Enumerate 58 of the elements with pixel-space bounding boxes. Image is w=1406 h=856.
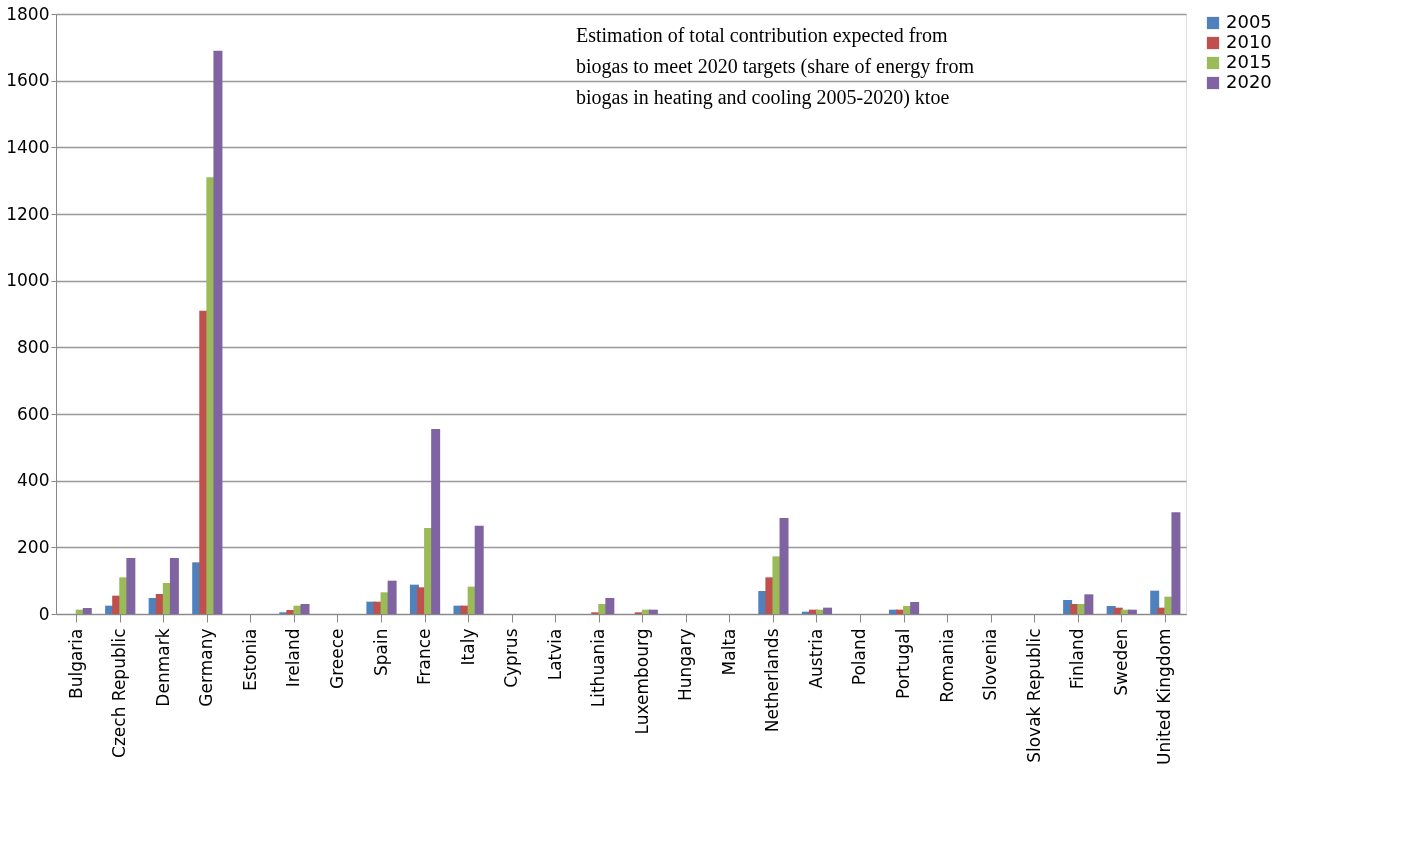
x-tick-label: Ireland [283,628,304,688]
x-tick-label: United Kingdom [1154,628,1175,765]
x-tick-label: Finland [1067,628,1088,690]
x-tick-label: Czech Republic [109,628,130,758]
x-tick-label: Germany [196,628,217,707]
bar [169,558,179,614]
bar [823,607,833,614]
bar [300,604,310,614]
x-tick-label: Denmark [152,628,173,707]
bar [213,50,223,614]
legend-label: 2005 [1226,11,1272,32]
y-tick-label: 800 [17,336,50,357]
x-tick-label: Slovenia [980,628,1001,701]
y-tick-label: 1400 [6,136,50,157]
legend-label: 2020 [1226,71,1272,92]
x-tick-label: Hungary [675,628,696,702]
bar [1127,609,1137,614]
legend-label: 2010 [1226,31,1272,52]
bar [431,429,441,614]
x-tick-label: Romania [936,628,957,703]
y-tick-label: 600 [17,403,50,424]
legend-label: 2015 [1226,51,1272,72]
x-tick-label: Austria [805,628,826,689]
bar [1171,512,1181,614]
bar [648,609,658,614]
y-tick-label: 200 [17,536,50,557]
bar [910,602,920,614]
x-tick-label: Malta [718,628,739,676]
x-tick-label: Latvia [544,628,565,681]
x-tick-label: Luxembourg [631,628,652,735]
bar [779,518,789,614]
x-tick-label: Greece [326,628,347,690]
bar [82,608,92,614]
bar [474,525,484,614]
bar [1084,594,1094,614]
y-tick-label: 400 [17,470,50,491]
x-tick-label: Estonia [239,628,260,692]
x-tick-label: Spain [370,628,391,676]
y-tick-label: 1800 [6,3,50,24]
x-tick-label: Cyprus [501,628,522,688]
y-tick-label: 0 [38,603,50,624]
x-tick-label: Portugal [893,628,914,699]
x-tick-label: Italy [457,628,478,666]
x-tick-label: Netherlands [762,628,783,733]
bar [387,580,397,614]
x-tick-label: Poland [849,628,870,686]
bar [126,558,136,614]
y-tick-label: 1000 [6,270,50,291]
x-tick-label: Lithuania [588,628,609,708]
x-tick-label: Slovak Republic [1023,628,1044,763]
y-tick-label: 1200 [6,203,50,224]
bar [605,598,615,614]
y-tick-label: 1600 [6,70,50,91]
annotation: Estimation of total contribution expected from biogas to meet 2020 targets (share of energy from biogas in heating and cooling 2005-2020) ktoe [576,24,975,109]
x-tick-label: France [414,628,435,686]
x-tick-label: Sweden [1110,628,1131,696]
x-tick-label: Bulgaria [65,628,86,699]
bar [1150,590,1160,614]
